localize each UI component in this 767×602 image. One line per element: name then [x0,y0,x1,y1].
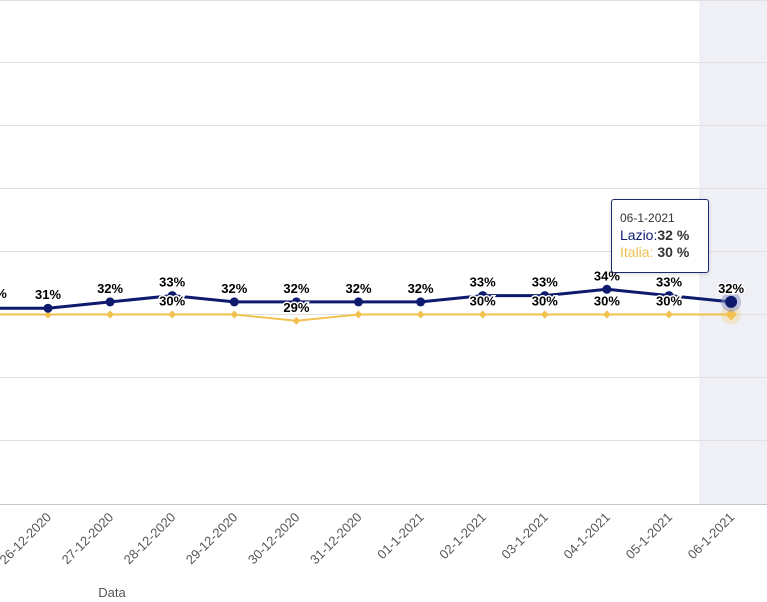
lazio-point[interactable] [602,284,612,294]
tooltip: 06-1-2021 Lazio:32 % Italia: 30 % [611,199,709,273]
italia-point[interactable] [540,310,549,319]
lazio-data-label: 32% [283,281,309,296]
tooltip-title: 06-1-2021 [620,211,675,225]
tooltip-italia-value: 30 % [657,244,690,260]
tooltip-lazio-label: Lazio: [620,227,658,243]
lazio-point[interactable] [725,295,738,308]
x-axis-title: Data [98,585,126,597]
x-tick-label: 03-1-2021 [498,510,551,563]
lazio-data-label: 32% [408,281,434,296]
italia-data-label: 30% [470,294,496,309]
lazio-point[interactable] [478,291,488,301]
x-tick-label: 31-12-2020 [307,510,365,568]
tooltip-row-lazio: Lazio:32 % [620,227,708,244]
italia-point[interactable] [416,310,425,319]
lazio-point[interactable] [229,297,239,307]
x-tick-label: 29-12-2020 [183,510,241,568]
lazio-point[interactable] [105,297,115,307]
lazio-data-label: 31% [35,287,61,302]
x-tick-label: 04-1-2021 [560,510,613,563]
tooltip-row-italia: Italia: 30 % [620,244,708,261]
x-tick-label: 06-1-2021 [685,510,738,563]
lazio-data-label-cut: % [0,286,7,301]
italia-data-label: 30% [594,294,620,309]
lazio-point[interactable] [664,291,674,301]
italia-data-label: 30% [656,294,682,309]
lazio-point[interactable] [416,297,426,307]
lazio-point[interactable] [167,291,177,301]
x-tick-label: 30-12-2020 [245,510,303,568]
italia-point[interactable] [478,310,487,319]
lazio-point[interactable] [43,303,53,313]
lazio-point[interactable] [540,291,550,301]
italia-point[interactable] [106,310,115,319]
italia-point[interactable] [665,310,673,319]
x-tick-label: 02-1-2021 [436,510,489,563]
tooltip-lazio-value: 32 % [657,227,690,243]
lazio-data-label: 33% [532,275,558,290]
italia-point[interactable] [44,310,52,319]
lazio-data-label: 32% [345,281,371,296]
lazio-data-label: 32% [97,281,123,296]
italia-point[interactable] [725,308,738,321]
italia-point[interactable] [602,310,611,319]
lazio-data-label: 33% [470,275,496,290]
italia-data-label: 30% [159,294,185,309]
lazio-data-label: 33% [656,275,682,290]
x-tick-label: 27-12-2020 [59,510,117,568]
lazio-data-label: 33% [159,275,185,290]
x-tick-label: 26-12-2020 [0,510,54,568]
italia-point[interactable] [230,310,239,319]
italia-point[interactable] [168,310,177,319]
x-tick-label: 01-1-2021 [374,510,427,563]
x-tick-label: 05-1-2021 [623,510,676,563]
italia-point[interactable] [354,310,363,319]
x-tick-label: 28-12-2020 [121,510,179,568]
italia-data-label: 29% [283,300,309,315]
italia-data-label: 30% [532,294,558,309]
lazio-point[interactable] [354,297,363,307]
lazio-point[interactable] [291,297,301,307]
italia-point[interactable] [292,316,301,325]
lazio-data-label: 32% [221,281,247,296]
lazio-data-label: 32% [718,281,744,296]
tooltip-italia-label: Italia: [620,244,654,260]
